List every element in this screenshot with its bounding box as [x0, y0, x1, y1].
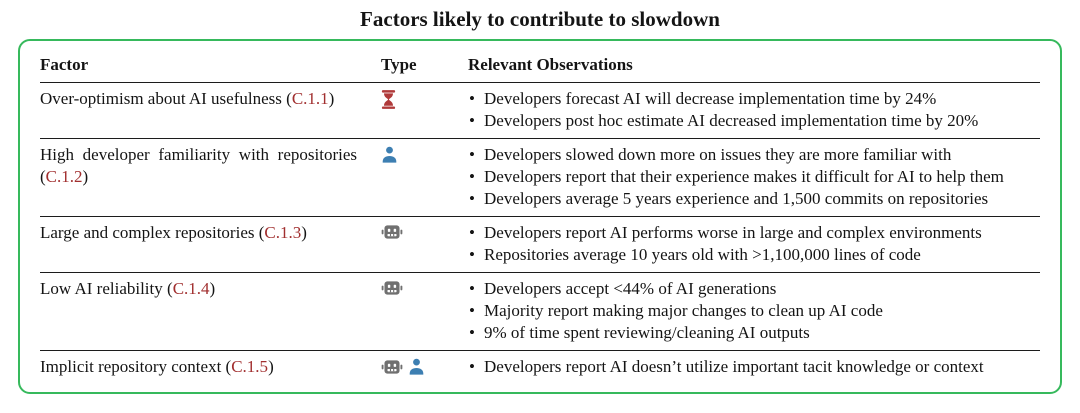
type-cell: [381, 278, 468, 296]
factor-cell: High developer familiarity with reposito…: [40, 144, 381, 188]
table-body: Over-optimism about AI usefulness (C.1.1…: [40, 83, 1040, 384]
user-icon: [381, 146, 398, 163]
robot-icon: [381, 359, 403, 375]
observation-item: Developers post hoc estimate AI decrease…: [468, 110, 1040, 132]
table-row: High developer familiarity with reposito…: [40, 139, 1040, 217]
type-cell: [381, 88, 468, 109]
factor-ref-link[interactable]: C.1.5: [231, 357, 269, 376]
factor-paren-open: (: [40, 167, 46, 186]
table-row: Implicit repository context (C.1.5) Deve…: [40, 351, 1040, 384]
factor-paren-open: (: [258, 223, 265, 242]
slowdown-factors-table: Factor Type Relevant Observations Over-o…: [18, 39, 1062, 394]
robot-icon: [381, 280, 403, 296]
observation-item: Developers average 5 years experience an…: [468, 188, 1040, 210]
table-row: Large and complex repositories (C.1.3) D…: [40, 217, 1040, 273]
factor-ref-link[interactable]: C.1.4: [172, 279, 210, 298]
factor-paren-open: (: [167, 279, 173, 298]
observations-cell: Developers slowed down more on issues th…: [468, 144, 1040, 210]
factor-paren-close: ): [301, 223, 307, 242]
observation-item: Majority report making major changes to …: [468, 300, 1040, 322]
robot-icon: [381, 224, 403, 240]
factor-ref-link[interactable]: C.1.2: [45, 167, 83, 186]
column-header-observations: Relevant Observations: [468, 55, 633, 74]
observation-item: Developers report that their experience …: [468, 166, 1040, 188]
factor-paren-close: ): [328, 89, 335, 108]
type-cell: [381, 356, 468, 375]
observation-item: 9% of time spent reviewing/cleaning AI o…: [468, 322, 1040, 344]
factor-paren-open: (: [286, 89, 292, 108]
observations-cell: Developers report AI doesn’t utilize imp…: [468, 356, 1040, 378]
observation-item: Developers report AI doesn’t utilize imp…: [468, 356, 1040, 378]
observations-cell: Developers forecast AI will decrease imp…: [468, 88, 1040, 132]
column-header-factor: Factor: [40, 55, 89, 74]
column-header-type: Type: [381, 55, 417, 74]
factor-cell: Large and complex repositories (C.1.3): [40, 222, 381, 244]
page-title: Factors likely to contribute to slowdown: [360, 7, 720, 31]
factor-text: Large and complex repositories: [40, 223, 259, 242]
factor-paren-close: ): [209, 279, 216, 298]
observations-cell: Developers accept <44% of AI generations…: [468, 278, 1040, 344]
table-header-row: Factor Type Relevant Observations: [40, 47, 1040, 83]
hourglass-icon: [381, 90, 396, 109]
type-cell: [381, 222, 468, 240]
factor-text: High developer familiarity with reposito…: [40, 145, 357, 164]
factor-cell: Low AI reliability (C.1.4): [40, 278, 381, 300]
factor-paren-close: ): [82, 167, 89, 186]
factor-ref-link[interactable]: C.1.3: [264, 223, 302, 242]
factor-text: Implicit repository context: [40, 357, 226, 376]
type-cell: [381, 144, 468, 163]
user-icon: [408, 358, 425, 375]
factor-paren-open: (: [225, 357, 232, 376]
factor-text: Over-optimism about AI usefulness: [40, 89, 287, 108]
table-row: Low AI reliability (C.1.4) Developers ac…: [40, 273, 1040, 351]
observation-item: Developers slowed down more on issues th…: [468, 144, 1040, 166]
observation-item: Repositories average 10 years old with >…: [468, 244, 1040, 266]
observations-cell: Developers report AI performs worse in l…: [468, 222, 1040, 266]
factor-cell: Over-optimism about AI usefulness (C.1.1…: [40, 88, 381, 110]
factor-ref-link[interactable]: C.1.1: [291, 89, 329, 108]
observation-item: Developers accept <44% of AI generations: [468, 278, 1040, 300]
factor-text: Low AI reliability: [40, 279, 168, 298]
observation-item: Developers report AI performs worse in l…: [468, 222, 1040, 244]
observation-item: Developers forecast AI will decrease imp…: [468, 88, 1040, 110]
table-row: Over-optimism about AI usefulness (C.1.1…: [40, 83, 1040, 139]
factor-cell: Implicit repository context (C.1.5): [40, 356, 381, 378]
factor-paren-close: ): [268, 357, 274, 376]
